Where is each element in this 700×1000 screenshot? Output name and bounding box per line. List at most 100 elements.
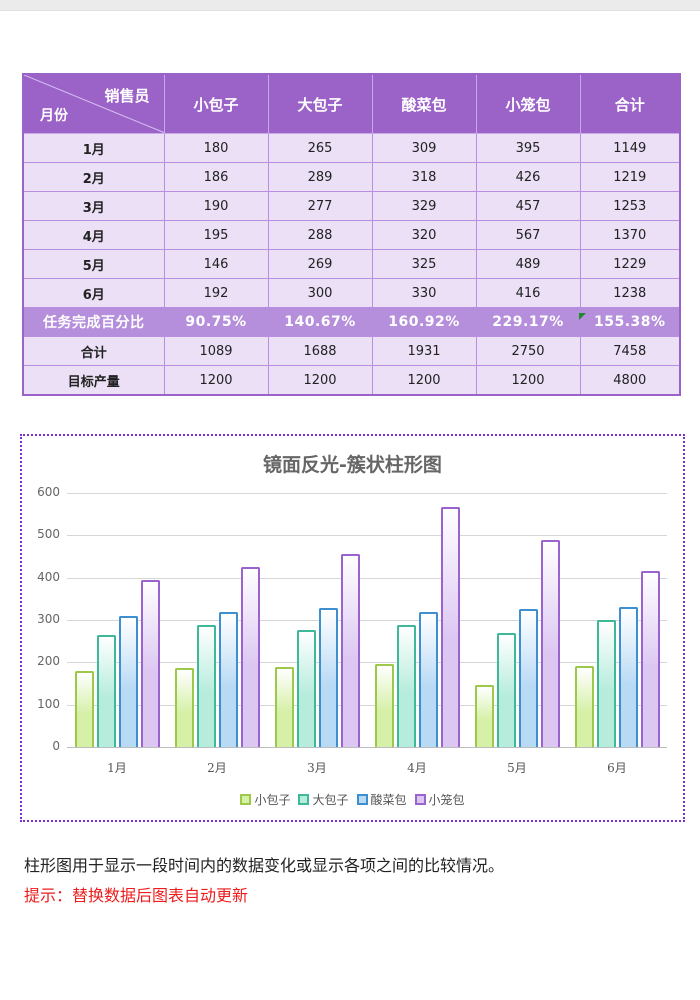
row-label[interactable]: 3月 xyxy=(22,191,165,221)
bar-2-1月[interactable] xyxy=(96,634,116,747)
table-cell[interactable]: 329 xyxy=(371,191,477,221)
table-cell[interactable]: 416 xyxy=(475,278,581,308)
header-row: 销售员 月份 小包子 大包子 酸菜包 小笼包 合计 xyxy=(22,73,681,134)
legend-item[interactable]: 小包子 xyxy=(240,791,290,808)
bar-2-5月[interactable] xyxy=(496,633,516,747)
bar-3-2月[interactable] xyxy=(218,612,238,747)
bar-3-5月[interactable] xyxy=(518,609,538,747)
x-axis-tick-label: 1月 xyxy=(107,761,127,775)
diagonal-divider xyxy=(24,75,164,133)
table-cell[interactable]: 1149 xyxy=(579,133,681,163)
row-label[interactable]: 6月 xyxy=(22,278,165,308)
table-cell[interactable]: 426 xyxy=(475,162,581,192)
table-cell[interactable]: 330 xyxy=(371,278,477,308)
legend-swatch-icon xyxy=(298,794,310,805)
table-cell[interactable]: 288 xyxy=(267,220,373,250)
bar-4-3月[interactable] xyxy=(340,553,360,747)
table-cell[interactable]: 1688 xyxy=(267,336,373,366)
table-cell[interactable]: 309 xyxy=(371,133,477,163)
table-cell[interactable]: 289 xyxy=(267,162,373,192)
bar-3-3月[interactable] xyxy=(318,607,338,747)
y-axis-tick-label: 0 xyxy=(52,739,60,753)
table-cell[interactable]: 186 xyxy=(163,162,269,192)
gridline xyxy=(67,662,667,664)
row-label[interactable]: 1月 xyxy=(22,133,165,163)
bar-2-2月[interactable] xyxy=(196,624,216,747)
table-cell[interactable]: 4800 xyxy=(579,365,681,396)
bar-4-6月[interactable] xyxy=(640,570,660,747)
table-cell[interactable]: 1219 xyxy=(579,162,681,192)
table-cell[interactable]: 457 xyxy=(475,191,581,221)
row-label[interactable]: 5月 xyxy=(22,249,165,279)
legend-item[interactable]: 大包子 xyxy=(298,791,349,808)
table-cell[interactable]: 567 xyxy=(475,220,581,250)
table-cell[interactable]: 300 xyxy=(267,278,373,308)
legend-swatch-icon xyxy=(240,794,252,805)
table-cell[interactable]: 1200 xyxy=(475,365,581,396)
table-row: 2月 186 289 318 426 1219 xyxy=(22,162,681,192)
table-cell[interactable]: 155.38% xyxy=(579,307,681,337)
table-cell[interactable]: 190 xyxy=(163,191,269,221)
bar-1-6月[interactable] xyxy=(574,665,594,747)
bar-2-3月[interactable] xyxy=(296,629,316,747)
bar-3-6月[interactable] xyxy=(618,607,638,747)
bar-2-4月[interactable] xyxy=(396,625,416,747)
table-cell[interactable]: 90.75% xyxy=(163,307,269,337)
table-row: 6月 192 300 330 416 1238 xyxy=(22,278,681,308)
header-dabaozi: 大包子 xyxy=(267,73,373,134)
bar-1-2月[interactable] xyxy=(174,668,194,747)
bar-4-2月[interactable] xyxy=(240,566,260,747)
table-cell[interactable]: 269 xyxy=(267,249,373,279)
chart-title: 镜面反光-簇状柱形图 xyxy=(263,454,442,476)
row-label[interactable]: 任务完成百分比 xyxy=(22,307,165,337)
row-label[interactable]: 2月 xyxy=(22,162,165,192)
legend-item[interactable]: 小笼包 xyxy=(414,791,465,808)
table-cell[interactable]: 1253 xyxy=(579,191,681,221)
table-cell[interactable]: 489 xyxy=(475,249,581,279)
x-axis-line xyxy=(67,747,667,748)
table-cell[interactable]: 395 xyxy=(475,133,581,163)
table-cell[interactable]: 146 xyxy=(163,249,269,279)
table-cell[interactable]: 320 xyxy=(371,220,477,250)
table-cell[interactable]: 1931 xyxy=(371,336,477,366)
bar-3-4月[interactable] xyxy=(418,611,438,747)
table-cell[interactable]: 160.92% xyxy=(371,307,477,337)
row-label[interactable]: 合计 xyxy=(22,336,165,366)
table-cell[interactable]: 1200 xyxy=(163,365,269,396)
table-cell[interactable]: 7458 xyxy=(579,336,681,366)
table-cell[interactable]: 192 xyxy=(163,278,269,308)
table-cell[interactable]: 140.67% xyxy=(267,307,373,337)
bar-3-1月[interactable] xyxy=(118,616,138,747)
chart-container[interactable]: 镜面反光-簇状柱形图 0 100 200 300 400 500 600 1月 2月 3月 4月 5月… xyxy=(20,434,685,822)
table-cell[interactable]: 195 xyxy=(163,220,269,250)
bar-4-4月[interactable] xyxy=(440,506,460,747)
row-label[interactable]: 4月 xyxy=(22,220,165,250)
table-cell[interactable]: 1200 xyxy=(371,365,477,396)
table-cell[interactable]: 1089 xyxy=(163,336,269,366)
gridline xyxy=(67,577,667,579)
row-label[interactable]: 目标产量 xyxy=(22,365,165,396)
legend-item[interactable]: 酸菜包 xyxy=(356,791,407,808)
table-cell[interactable]: 277 xyxy=(267,191,373,221)
legend-label: 酸菜包 xyxy=(370,793,407,807)
table-cell[interactable]: 318 xyxy=(371,162,477,192)
bar-1-4月[interactable] xyxy=(374,664,394,747)
table-cell[interactable]: 229.17% xyxy=(475,307,581,337)
table-cell[interactable]: 325 xyxy=(371,249,477,279)
bar-1-5月[interactable] xyxy=(474,685,494,747)
table-cell[interactable]: 1238 xyxy=(579,278,681,308)
bar-1-3月[interactable] xyxy=(274,666,294,747)
bar-4-5月[interactable] xyxy=(540,539,560,747)
table-cell[interactable]: 1370 xyxy=(579,220,681,250)
table-cell[interactable]: 2750 xyxy=(475,336,581,366)
chart-legend: 小包子 大包子 酸菜包 小笼包 xyxy=(22,791,683,808)
table-cell[interactable]: 265 xyxy=(267,133,373,163)
table-cell[interactable]: 180 xyxy=(163,133,269,163)
bar-4-1月[interactable] xyxy=(140,579,160,747)
corner-header-cell: 销售员 月份 xyxy=(22,73,165,134)
table-cell[interactable]: 1229 xyxy=(579,249,681,279)
table-cell[interactable]: 1200 xyxy=(267,365,373,396)
bar-1-1月[interactable] xyxy=(74,670,94,747)
bar-2-6月[interactable] xyxy=(596,620,616,747)
table-row: 5月 146 269 325 489 1229 xyxy=(22,249,681,279)
